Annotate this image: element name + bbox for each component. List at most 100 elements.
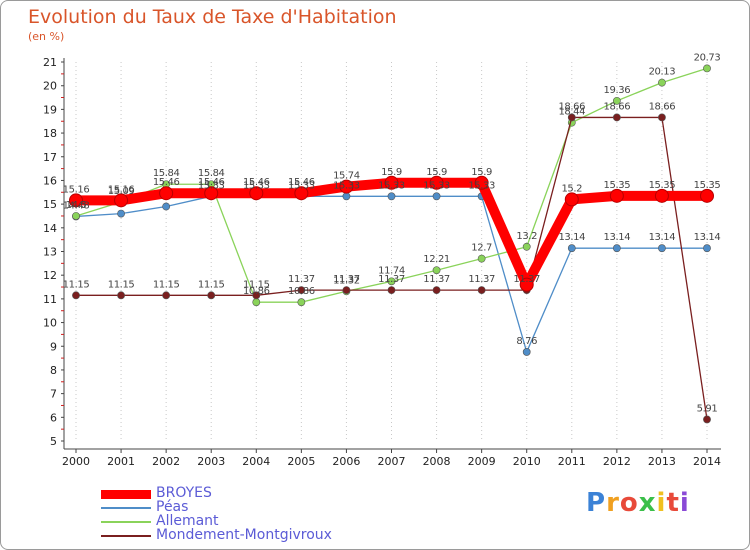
brand-letter: r — [606, 488, 620, 518]
series-point — [612, 244, 621, 253]
data-label: 11.37 — [423, 274, 450, 285]
brand-letter: i — [656, 488, 667, 518]
chart-subtitle: (en %) — [28, 30, 65, 43]
data-label: 5.91 — [697, 403, 718, 414]
x-tick-label: 2011 — [558, 455, 586, 468]
data-label: 10.86 — [288, 286, 315, 297]
data-label: 20.13 — [649, 67, 676, 78]
data-label: 11.37 — [513, 274, 540, 285]
data-label: 15.33 — [243, 180, 270, 191]
series-point — [384, 175, 399, 190]
data-label: 20.73 — [694, 52, 721, 63]
series-point — [252, 298, 261, 307]
data-label: 15.33 — [378, 180, 405, 191]
data-label: 18.44 — [558, 107, 585, 118]
series-point — [117, 291, 125, 300]
data-label: 15.46 — [198, 177, 225, 188]
data-label: 15.09 — [108, 186, 135, 197]
series-point — [252, 291, 261, 300]
legend-swatch — [101, 521, 151, 523]
data-label: 15.33 — [468, 180, 495, 191]
data-label: 8.76 — [516, 336, 537, 347]
series-point — [612, 113, 621, 122]
data-label: 11.32 — [333, 275, 360, 286]
y-tick-label: 14 — [43, 222, 57, 235]
data-label: 15.84 — [198, 168, 225, 179]
y-tick-label: 6 — [50, 411, 57, 424]
data-label: 15.35 — [604, 180, 631, 191]
data-label: 11.15 — [198, 279, 225, 290]
y-tick-label: 21 — [43, 56, 57, 69]
legend-swatch — [101, 507, 151, 509]
series-point — [522, 242, 531, 251]
series-point — [387, 192, 396, 201]
x-tick-label: 2003 — [197, 455, 225, 468]
data-label: 10.86 — [243, 286, 270, 297]
series-point — [294, 186, 309, 201]
data-label: 14.48 — [63, 200, 90, 211]
legend-label: Allemant — [156, 513, 219, 529]
legend-label: Péas — [156, 499, 189, 515]
data-label: 15.33 — [198, 180, 225, 191]
legend-item: Péas — [101, 499, 361, 515]
data-label: 15.35 — [649, 180, 676, 191]
x-tick-label: 2004 — [242, 455, 270, 468]
y-tick-label: 18 — [43, 127, 57, 140]
series-point — [432, 286, 441, 295]
series-point — [658, 78, 666, 87]
x-tick-label: 2007 — [378, 455, 406, 468]
series-point — [72, 291, 80, 300]
series-point — [609, 188, 624, 203]
series-point — [387, 286, 396, 295]
data-label: 15.46 — [288, 177, 315, 188]
y-tick-label: 19 — [43, 103, 57, 116]
data-label: 11.15 — [63, 279, 90, 290]
data-label: 11.37 — [468, 274, 495, 285]
data-label: 11.15 — [153, 279, 180, 290]
y-tick-label: 9 — [50, 340, 57, 353]
legend-item: Allemant — [101, 513, 361, 529]
series-point — [387, 277, 396, 286]
series-point — [207, 291, 216, 300]
data-label: 12.7 — [471, 243, 492, 254]
x-tick-label: 2012 — [603, 455, 631, 468]
y-tick-label: 8 — [50, 364, 57, 377]
brand-letter: P — [586, 488, 607, 518]
brand-letter: o — [619, 488, 639, 518]
data-label: 11.37 — [378, 274, 405, 285]
data-label: 15.9 — [471, 167, 492, 178]
data-label: 11.74 — [378, 265, 405, 276]
series-point — [703, 64, 711, 73]
series-point — [612, 96, 621, 105]
data-label: 15.16 — [63, 184, 90, 195]
series-point — [477, 286, 486, 295]
data-label: 12.21 — [423, 254, 450, 265]
series-point — [654, 188, 669, 203]
data-label: 13.14 — [694, 232, 721, 243]
y-tick-label: 17 — [43, 151, 57, 164]
series-point — [567, 113, 576, 122]
x-tick-label: 2010 — [513, 455, 541, 468]
series-point — [204, 186, 219, 201]
data-label: 18.66 — [604, 101, 631, 112]
series-point — [297, 286, 306, 295]
data-label: 13.14 — [649, 232, 676, 243]
x-tick-label: 2005 — [287, 455, 315, 468]
y-tick-label: 5 — [50, 435, 57, 448]
series-point — [477, 254, 486, 263]
data-label: 15.46 — [153, 177, 180, 188]
x-tick-label: 2006 — [332, 455, 360, 468]
chart-title: Evolution du Taux de Taxe d'Habitation — [28, 6, 397, 28]
x-tick-label: 2002 — [152, 455, 180, 468]
data-label: 15.33 — [288, 180, 315, 191]
x-tick-label: 2001 — [107, 455, 135, 468]
data-label: 18.66 — [649, 101, 676, 112]
data-label: 13.14 — [558, 232, 585, 243]
series-point — [339, 179, 354, 194]
data-label: 15.16 — [108, 184, 135, 195]
series-point — [700, 188, 714, 203]
series-point — [703, 415, 711, 424]
data-label: 15.35 — [694, 180, 721, 191]
series-point — [519, 277, 534, 292]
